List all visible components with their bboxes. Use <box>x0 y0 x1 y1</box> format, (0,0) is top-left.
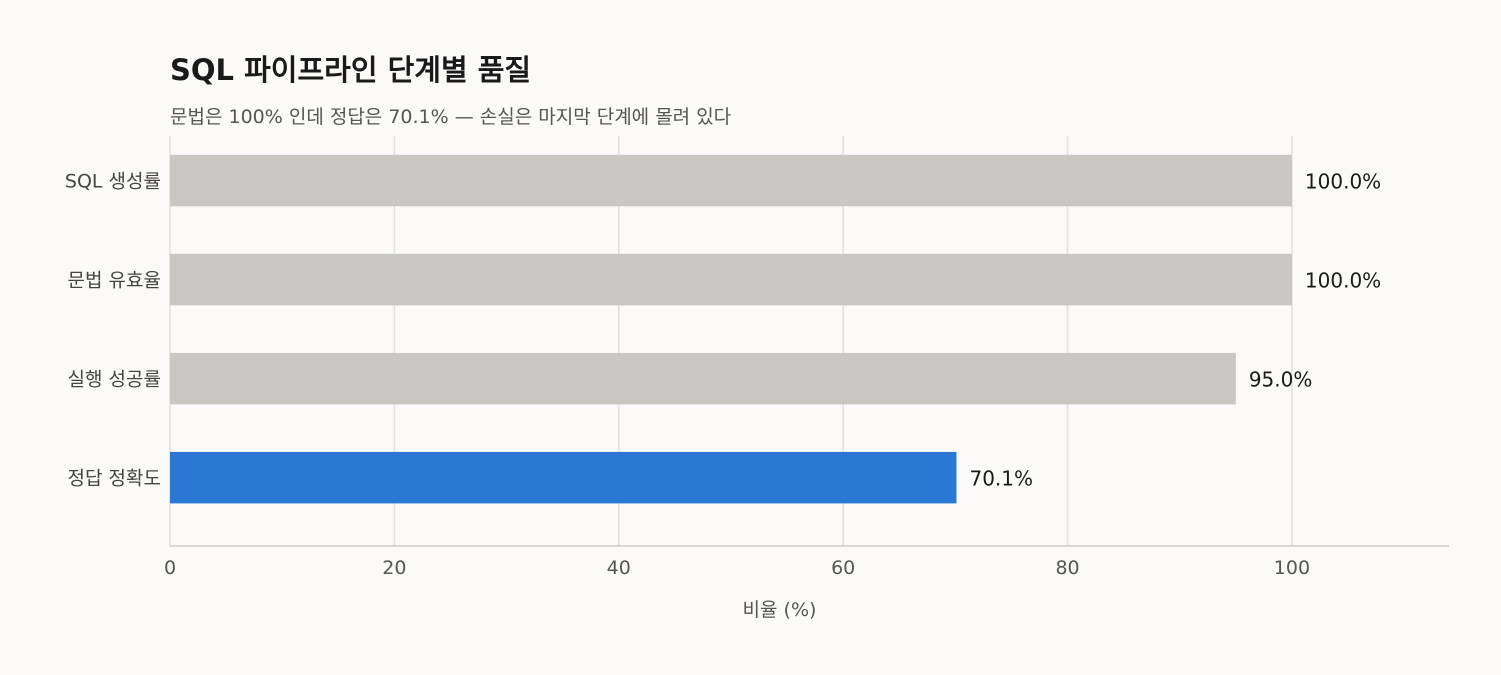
category-label: 정답 정확도 <box>68 468 161 490</box>
x-tick-label: 20 <box>382 557 406 579</box>
x-tick-label: 60 <box>831 557 855 579</box>
bars <box>170 154 1292 504</box>
chart-subtitle: 문법은 100% 인데 정답은 70.1% — 손실은 마지막 단계에 몰려 있… <box>170 106 731 128</box>
x-tick-label: 0 <box>164 557 176 579</box>
data-label: 95.0% <box>1249 368 1313 392</box>
labels: 0 20 40 60 80 100 SQL 생성률 100.0% 문법 유효율 100.0% 실행 … <box>65 170 1381 579</box>
bar <box>170 352 1236 405</box>
bar <box>170 253 1292 306</box>
data-label: 100.0% <box>1305 170 1381 194</box>
category-label: 문법 유효율 <box>68 270 161 292</box>
data-label: 70.1% <box>969 467 1033 491</box>
x-tick-label: 100 <box>1274 557 1310 579</box>
data-label: 100.0% <box>1305 269 1381 293</box>
x-tick-label: 40 <box>607 557 631 579</box>
x-axis-label: 비율 (%) <box>743 599 817 621</box>
category-label: SQL 생성률 <box>65 171 161 193</box>
x-tick-label: 80 <box>1055 557 1079 579</box>
bar <box>170 451 957 504</box>
category-label: 실행 성공률 <box>68 369 161 391</box>
chart-title: SQL 파이프라인 단계별 품질 <box>170 53 531 87</box>
bar <box>170 154 1292 207</box>
